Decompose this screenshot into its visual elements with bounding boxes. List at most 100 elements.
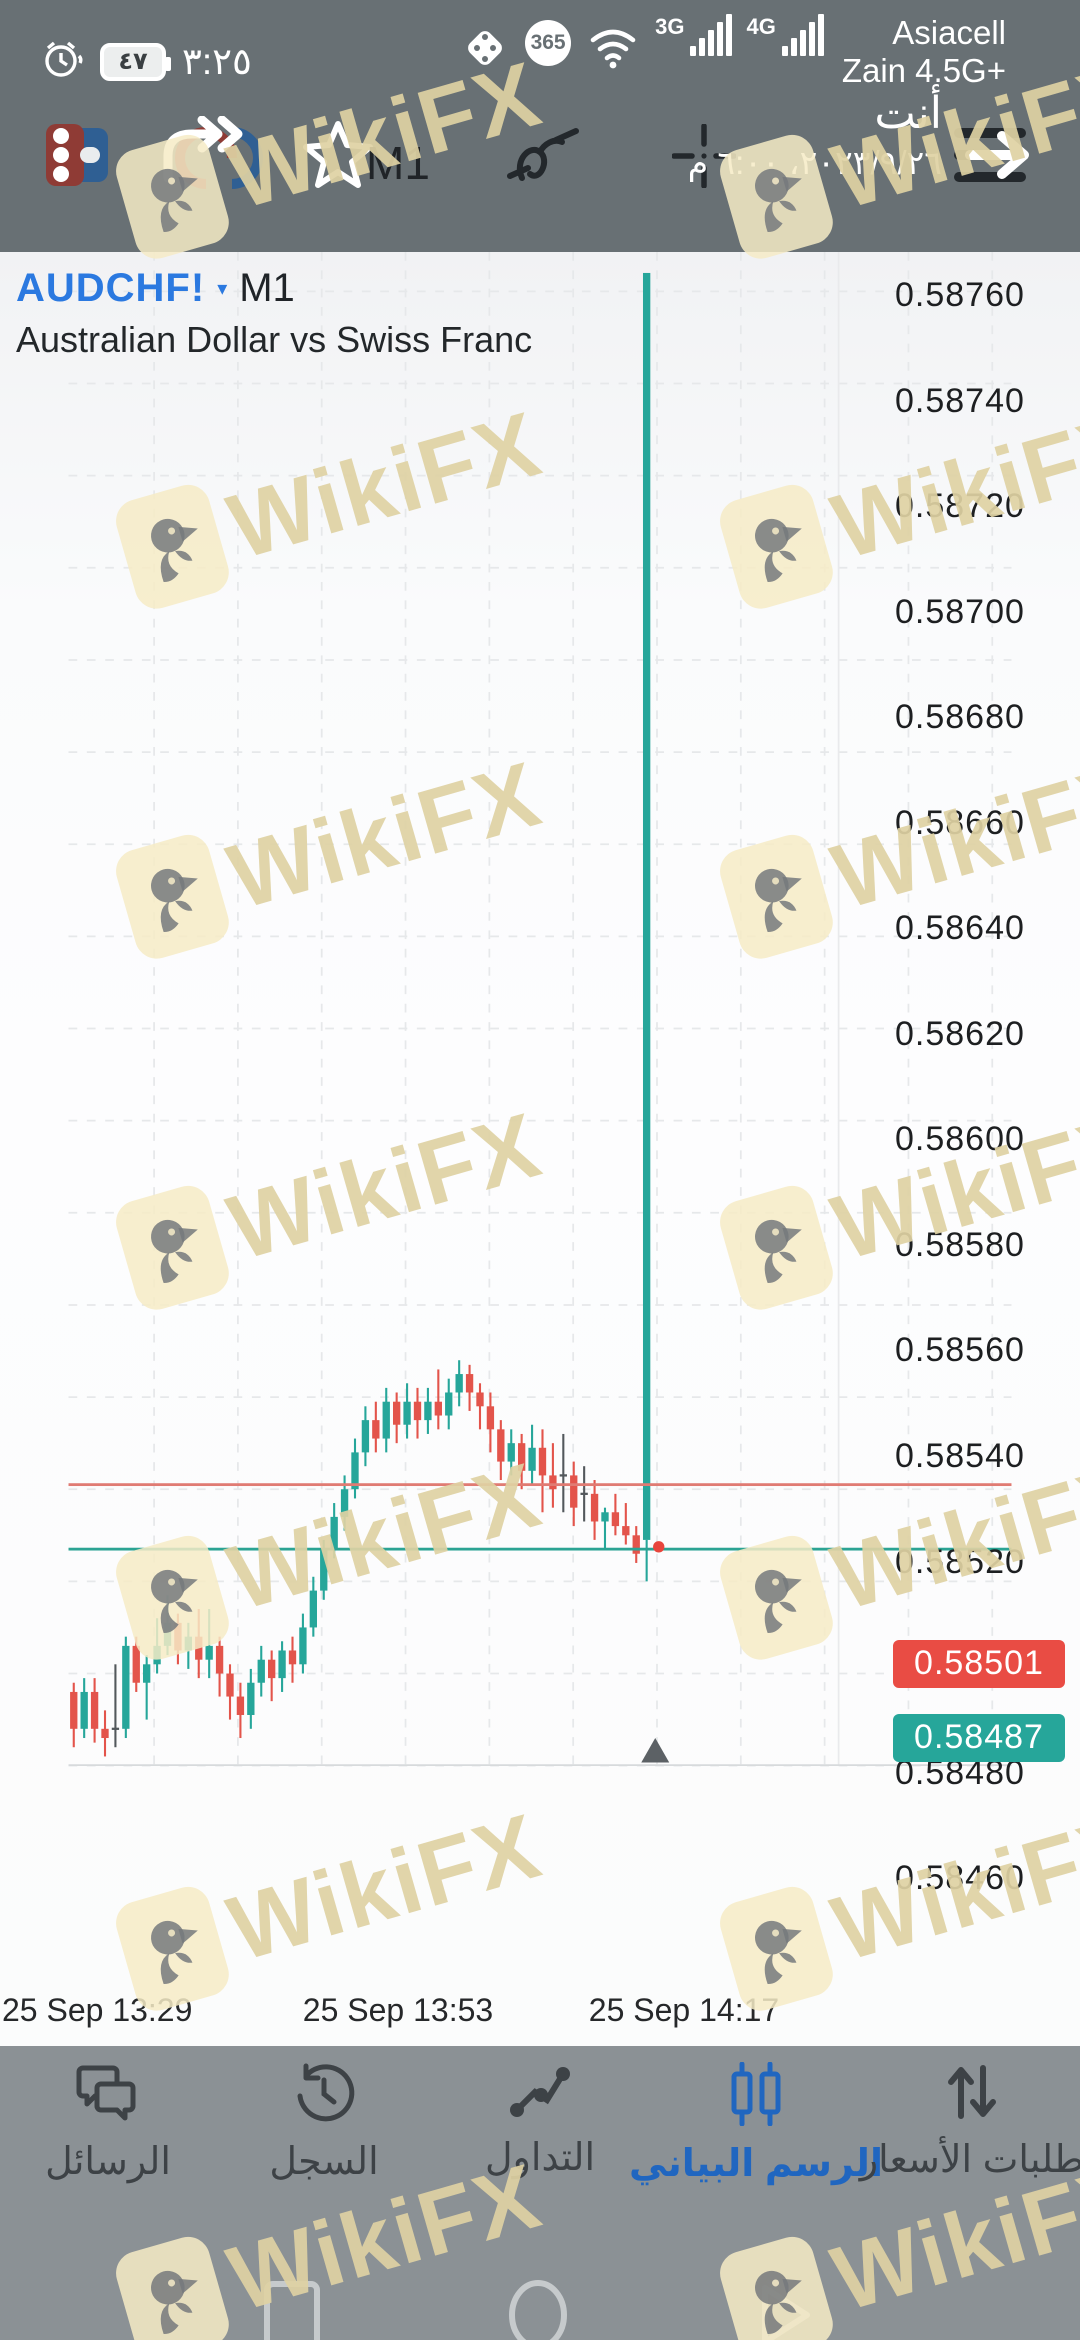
candle-14:01 bbox=[497, 1420, 505, 1481]
bottom-nav: الرسائل السجل التداول الرسم البياني طلبات ال… bbox=[0, 2061, 1080, 2186]
candle-13:20 bbox=[70, 1682, 78, 1748]
battery-percent: ٤٧ bbox=[118, 48, 148, 75]
candle-14:06 bbox=[549, 1443, 557, 1508]
signal-bars-4g: 4G bbox=[746, 14, 824, 56]
candle-14:00 bbox=[486, 1392, 495, 1453]
candle-13:32 bbox=[195, 1609, 203, 1679]
candle-14:13 bbox=[622, 1503, 630, 1545]
candle-14:07 bbox=[559, 1433, 567, 1513]
back-button[interactable] bbox=[753, 2278, 819, 2340]
menu-arrow-icon[interactable] bbox=[944, 126, 1034, 191]
candle-14:05 bbox=[538, 1429, 547, 1513]
candle-13:41 bbox=[288, 1636, 297, 1683]
nav-item-3[interactable]: الرسم البياني bbox=[629, 2061, 883, 2186]
candle-13:22 bbox=[90, 1678, 99, 1743]
candle-13:42 bbox=[299, 1613, 307, 1674]
nav-item-0[interactable]: الرسائل bbox=[0, 2062, 216, 2186]
chart-canvas[interactable]: AUDCHF! ▾ M1 Australian Dollar vs Swiss … bbox=[0, 252, 1080, 2046]
price-tick-0.58720: 0.58720 bbox=[895, 487, 1025, 526]
candle-14:15 bbox=[642, 272, 651, 1582]
nav-item-2[interactable]: التداول bbox=[432, 2062, 648, 2186]
ask-price-badge: 0.58501 bbox=[893, 1639, 1065, 1688]
nav-label: التداول bbox=[484, 2137, 596, 2179]
nav-label: الرسائل bbox=[45, 2141, 171, 2183]
candle-13:26 bbox=[132, 1636, 140, 1692]
candle-14:11 bbox=[601, 1507, 609, 1550]
symbol-name[interactable]: AUDCHF! bbox=[16, 266, 206, 310]
candle-14:02 bbox=[507, 1429, 515, 1476]
chart-datetime: ٢٠٢٣/٩/٢٦، ٦:٠٠ م bbox=[687, 144, 942, 181]
indicator-wave-icon[interactable] bbox=[504, 126, 584, 193]
dice-icon bbox=[459, 22, 511, 79]
candle-14:12 bbox=[611, 1493, 620, 1536]
candle-13:24 bbox=[111, 1664, 120, 1748]
candle-13:36 bbox=[236, 1682, 245, 1739]
redo-clock-icon[interactable] bbox=[160, 115, 276, 205]
messages-icon bbox=[75, 2062, 141, 2129]
candle-13:52 bbox=[403, 1383, 411, 1439]
price-tick-0.58600: 0.58600 bbox=[895, 1120, 1025, 1159]
system-nav bbox=[0, 2276, 1080, 2340]
carrier-text: Asiacell Zain 4.5G+ bbox=[842, 14, 1006, 90]
candle-13:23 bbox=[101, 1710, 109, 1757]
candle-13:25 bbox=[122, 1636, 130, 1739]
candle-13:43 bbox=[309, 1576, 317, 1637]
time-tick: 25 Sep 13:29 bbox=[2, 1992, 193, 2028]
chevron-down-icon[interactable]: ▾ bbox=[217, 278, 228, 300]
account-you-label[interactable]: أنت bbox=[874, 89, 942, 138]
carrier-name-1: Asiacell bbox=[892, 14, 1006, 51]
nav-label: طلبات الأسعار bbox=[859, 2139, 1080, 2181]
symbol-header[interactable]: AUDCHF! ▾ M1 Australian Dollar vs Swiss … bbox=[16, 266, 532, 361]
last-tick-dot bbox=[653, 1541, 665, 1553]
candle-13:27 bbox=[143, 1655, 151, 1720]
candle-13:21 bbox=[80, 1678, 88, 1739]
candle-13:38 bbox=[257, 1645, 265, 1697]
price-tick-0.58740: 0.58740 bbox=[895, 381, 1025, 420]
net-label-3g: 3G bbox=[655, 14, 685, 39]
candle-13:54 bbox=[424, 1387, 432, 1434]
trade-icon bbox=[507, 2062, 573, 2125]
nav-label: الرسم البياني bbox=[629, 2143, 883, 2185]
recents-button[interactable] bbox=[261, 2278, 323, 2340]
chart-icon bbox=[726, 2061, 786, 2131]
candle-13:31 bbox=[184, 1622, 193, 1669]
candle-14:03 bbox=[517, 1433, 526, 1490]
candle-13:49 bbox=[372, 1401, 380, 1453]
candle-13:46 bbox=[340, 1475, 349, 1531]
price-tick-0.58680: 0.58680 bbox=[895, 698, 1025, 737]
candle-13:34 bbox=[215, 1636, 224, 1697]
candle-13:30 bbox=[174, 1613, 182, 1665]
candle-13:45 bbox=[330, 1503, 338, 1559]
symbol-description: Australian Dollar vs Swiss Franc bbox=[16, 319, 533, 360]
star-icon[interactable] bbox=[300, 118, 376, 197]
carrier-name-2: Zain 4.5G+ bbox=[841, 51, 1006, 89]
bottom-band: الرسائل السجل التداول الرسم البياني طلبات ال… bbox=[0, 2046, 1080, 2340]
candle-13:29 bbox=[163, 1595, 172, 1656]
history-icon bbox=[292, 2062, 356, 2129]
time-tick: 25 Sep 13:53 bbox=[302, 1992, 494, 2028]
app-logo-icon[interactable] bbox=[46, 124, 110, 191]
nav-label: السجل bbox=[269, 2141, 379, 2183]
timeframe-button[interactable]: M1 bbox=[366, 137, 430, 189]
ask-line bbox=[68, 1483, 1012, 1487]
home-button[interactable] bbox=[503, 2276, 573, 2340]
price-tick-0.58580: 0.58580 bbox=[895, 1225, 1025, 1264]
candle-13:47 bbox=[351, 1438, 359, 1499]
top-bars: ٣:٢٥ ٤٧ bbox=[0, 0, 1080, 252]
candle-13:55 bbox=[434, 1369, 442, 1430]
chart-toolbar: M1 أنت ٢٠٢٣/٩/٢٦، ٦:٠٠ م bbox=[0, 89, 1080, 252]
signal-bars-3g: 3G bbox=[655, 14, 733, 56]
candle-13:56 bbox=[445, 1378, 453, 1430]
candle-13:59 bbox=[476, 1383, 484, 1430]
nav-item-4[interactable]: طلبات الأسعار bbox=[860, 2062, 1080, 2186]
candle-14:10 bbox=[590, 1480, 599, 1540]
status-bar: ٣:٢٥ ٤٧ bbox=[0, 0, 1080, 96]
time-tick: 25 Sep 14:17 bbox=[588, 1992, 780, 2028]
candle-13:37 bbox=[247, 1668, 255, 1729]
candle-13:35 bbox=[226, 1664, 234, 1720]
alarm-icon bbox=[38, 36, 84, 87]
candle-13:48 bbox=[361, 1406, 370, 1467]
nav-item-1[interactable]: السجل bbox=[216, 2062, 432, 2186]
candle-13:40 bbox=[278, 1641, 286, 1692]
